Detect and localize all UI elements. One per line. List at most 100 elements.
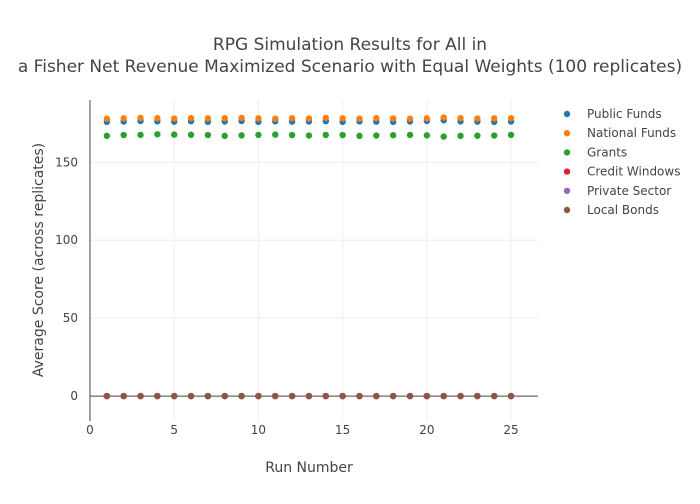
point-grants[interactable] [373, 132, 380, 139]
y-tick-label: 100 [55, 233, 78, 247]
point-grants[interactable] [356, 132, 363, 140]
legend-label-national-funds[interactable]: National Funds [587, 126, 676, 140]
point-national-funds[interactable] [137, 114, 144, 122]
legend-label-credit-windows[interactable]: Credit Windows [587, 165, 680, 179]
point-local-bonds[interactable] [171, 392, 178, 400]
legend-marker-national-funds[interactable] [563, 130, 571, 137]
point-national-funds[interactable] [356, 115, 363, 122]
point-local-bonds[interactable] [305, 392, 313, 400]
point-local-bonds[interactable] [103, 392, 111, 400]
point-grants[interactable] [322, 131, 329, 139]
point-national-funds[interactable] [171, 115, 178, 122]
point-national-funds[interactable] [373, 115, 380, 122]
point-grants[interactable] [154, 131, 161, 138]
text-layer: RPG Simulation Results for All in a Fish… [18, 35, 682, 476]
point-local-bonds[interactable] [423, 392, 431, 400]
point-national-funds[interactable] [221, 115, 228, 122]
legend-marker-private-sector[interactable] [563, 187, 571, 194]
point-local-bonds[interactable] [272, 392, 279, 400]
point-national-funds[interactable] [288, 115, 296, 122]
point-local-bonds[interactable] [474, 392, 481, 400]
point-grants[interactable] [491, 132, 498, 139]
point-grants[interactable] [137, 131, 144, 139]
point-national-funds[interactable] [389, 115, 397, 122]
point-local-bonds[interactable] [120, 392, 127, 400]
point-local-bonds[interactable] [255, 392, 262, 400]
point-grants[interactable] [423, 132, 431, 139]
point-local-bonds[interactable] [389, 392, 397, 400]
point-grants[interactable] [120, 131, 127, 139]
point-grants[interactable] [103, 132, 111, 140]
point-national-funds[interactable] [272, 115, 279, 122]
legend-label-private-sector[interactable]: Private Sector [587, 184, 671, 198]
point-local-bonds[interactable] [406, 392, 414, 400]
point-national-funds[interactable] [440, 114, 447, 121]
point-national-funds[interactable] [491, 115, 498, 122]
point-local-bonds[interactable] [322, 392, 329, 400]
point-grants[interactable] [171, 131, 178, 138]
point-grants[interactable] [339, 131, 346, 139]
point-local-bonds[interactable] [457, 392, 464, 400]
x-axis-label: Run Number [265, 460, 353, 476]
point-local-bonds[interactable] [339, 392, 346, 400]
point-local-bonds[interactable] [356, 392, 363, 400]
chart-title-line-2: a Fisher Net Revenue Maximized Scenario … [18, 57, 682, 77]
grid-layer [90, 100, 538, 421]
y-tick-label: 0 [70, 389, 78, 403]
point-grants[interactable] [457, 132, 464, 140]
legend-label-local-bonds[interactable]: Local Bonds [587, 203, 659, 217]
point-national-funds[interactable] [154, 115, 161, 122]
point-grants[interactable] [204, 131, 212, 139]
point-local-bonds[interactable] [507, 392, 515, 400]
point-local-bonds[interactable] [373, 392, 380, 400]
point-national-funds[interactable] [339, 115, 346, 122]
point-grants[interactable] [221, 132, 228, 140]
point-national-funds[interactable] [238, 114, 245, 122]
point-grants[interactable] [255, 131, 262, 139]
point-national-funds[interactable] [204, 115, 212, 122]
point-grants[interactable] [474, 132, 481, 139]
point-national-funds[interactable] [423, 115, 431, 122]
point-local-bonds[interactable] [491, 392, 498, 400]
point-local-bonds[interactable] [154, 392, 161, 400]
point-national-funds[interactable] [120, 115, 127, 122]
point-local-bonds[interactable] [440, 392, 447, 400]
point-national-funds[interactable] [305, 115, 313, 122]
point-national-funds[interactable] [474, 115, 481, 122]
point-local-bonds[interactable] [238, 392, 245, 400]
point-local-bonds[interactable] [187, 392, 195, 400]
legend-label-grants[interactable]: Grants [587, 145, 627, 159]
point-grants[interactable] [238, 132, 245, 139]
y-tick-label: 150 [55, 155, 78, 169]
legend-marker-public-funds[interactable] [563, 110, 571, 118]
legend-marker-grants[interactable] [563, 149, 571, 156]
legend-marker-credit-windows[interactable] [563, 168, 571, 175]
point-local-bonds[interactable] [288, 392, 296, 400]
point-grants[interactable] [288, 131, 296, 139]
x-tick-label: 25 [503, 423, 518, 437]
point-local-bonds[interactable] [204, 392, 212, 400]
point-grants[interactable] [389, 132, 397, 139]
point-national-funds[interactable] [187, 114, 195, 122]
point-national-funds[interactable] [255, 115, 262, 122]
x-tick-label: 10 [251, 423, 266, 437]
point-local-bonds[interactable] [137, 392, 144, 400]
x-tick-label: 5 [170, 423, 178, 437]
point-grants[interactable] [305, 132, 313, 139]
legend-marker-local-bonds[interactable] [563, 206, 571, 214]
point-grants[interactable] [406, 131, 414, 139]
point-national-funds[interactable] [507, 115, 515, 122]
x-tick-label: 0 [86, 423, 94, 437]
point-national-funds[interactable] [103, 115, 111, 122]
point-grants[interactable] [507, 131, 515, 139]
point-local-bonds[interactable] [221, 392, 228, 400]
point-grants[interactable] [187, 131, 195, 138]
point-grants[interactable] [272, 131, 279, 138]
point-national-funds[interactable] [406, 115, 414, 122]
point-grants[interactable] [440, 133, 447, 140]
x-tick-label: 15 [335, 423, 350, 437]
point-national-funds[interactable] [322, 114, 329, 122]
point-national-funds[interactable] [457, 114, 464, 122]
legend-label-public-funds[interactable]: Public Funds [587, 107, 662, 121]
